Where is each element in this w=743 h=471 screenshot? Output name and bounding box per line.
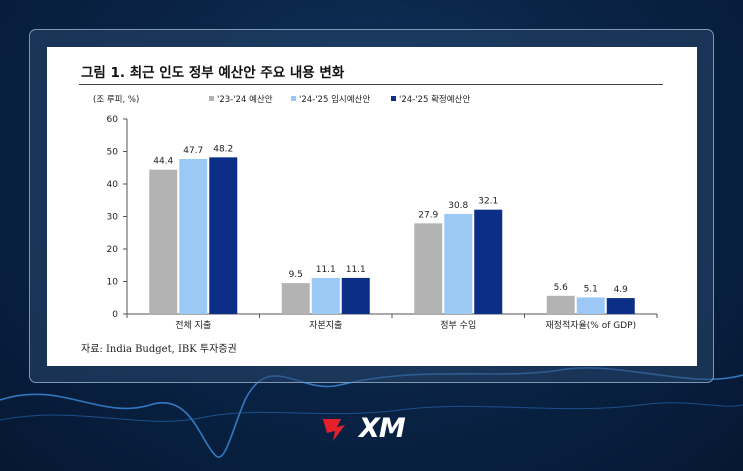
data-label: 4.9 [614, 285, 629, 295]
data-label: 47.7 [183, 146, 203, 156]
data-label: 48.2 [213, 144, 233, 154]
category-label: 정부 수입 [440, 319, 476, 331]
bar [149, 169, 178, 314]
bar [414, 223, 443, 314]
bar [209, 157, 238, 314]
bar [179, 158, 208, 314]
data-label: 5.6 [554, 283, 569, 293]
bar [606, 298, 635, 314]
xm-logo-mark-icon [323, 419, 345, 441]
data-label: 11.1 [316, 265, 336, 275]
unit-label: (조 루피, %) [93, 95, 139, 105]
y-tick-label: 50 [107, 148, 119, 158]
y-tick-label: 60 [107, 115, 119, 125]
bar [444, 213, 473, 314]
data-label: 44.4 [153, 157, 173, 167]
bar [281, 283, 310, 314]
y-tick-label: 40 [107, 180, 119, 190]
bar [546, 295, 575, 314]
legend-label: '24-'25 확정예산안 [399, 94, 470, 105]
legend-swatch [391, 96, 396, 101]
data-label: 32.1 [478, 197, 498, 207]
chart-card: 그림 1. 최근 인도 정부 예산안 주요 내용 변화 (조 루피, %) '23… [47, 47, 697, 366]
xm-logo-text: XM [359, 413, 406, 444]
y-tick-label: 10 [107, 278, 119, 288]
bar [311, 277, 340, 314]
source-note: 자료: India Budget, IBK 투자증권 [81, 344, 237, 355]
data-label: 27.9 [418, 210, 438, 220]
title-divider [79, 84, 663, 85]
bar [474, 209, 503, 314]
bar-chart: (조 루피, %) '23-'24 예산안 '24-'25 임시예산안 '24-'25… [93, 94, 658, 331]
category-label: 전체 지출 [175, 320, 211, 331]
figure-title: 그림 1. 최근 인도 정부 예산안 주요 내용 변화 [81, 65, 345, 81]
data-label: 5.1 [584, 284, 598, 294]
y-tick-label: 20 [107, 245, 119, 255]
data-label: 30.8 [448, 201, 468, 211]
bar [341, 277, 370, 314]
legend-label: '23-'24 예산안 [217, 94, 273, 105]
legend-swatch [209, 96, 214, 101]
data-label: 11.1 [346, 265, 366, 275]
legend-swatch [291, 96, 296, 101]
y-tick-label: 30 [107, 213, 119, 223]
xm-logo: XM [319, 413, 429, 445]
legend-label: '24-'25 임시예산안 [299, 94, 370, 105]
category-label: 자본지출 [309, 320, 342, 331]
bar [576, 297, 605, 314]
data-label: 9.5 [289, 270, 303, 280]
y-tick-label: 0 [112, 310, 118, 320]
category-label: 재정적자율(% of GDP) [545, 319, 636, 331]
